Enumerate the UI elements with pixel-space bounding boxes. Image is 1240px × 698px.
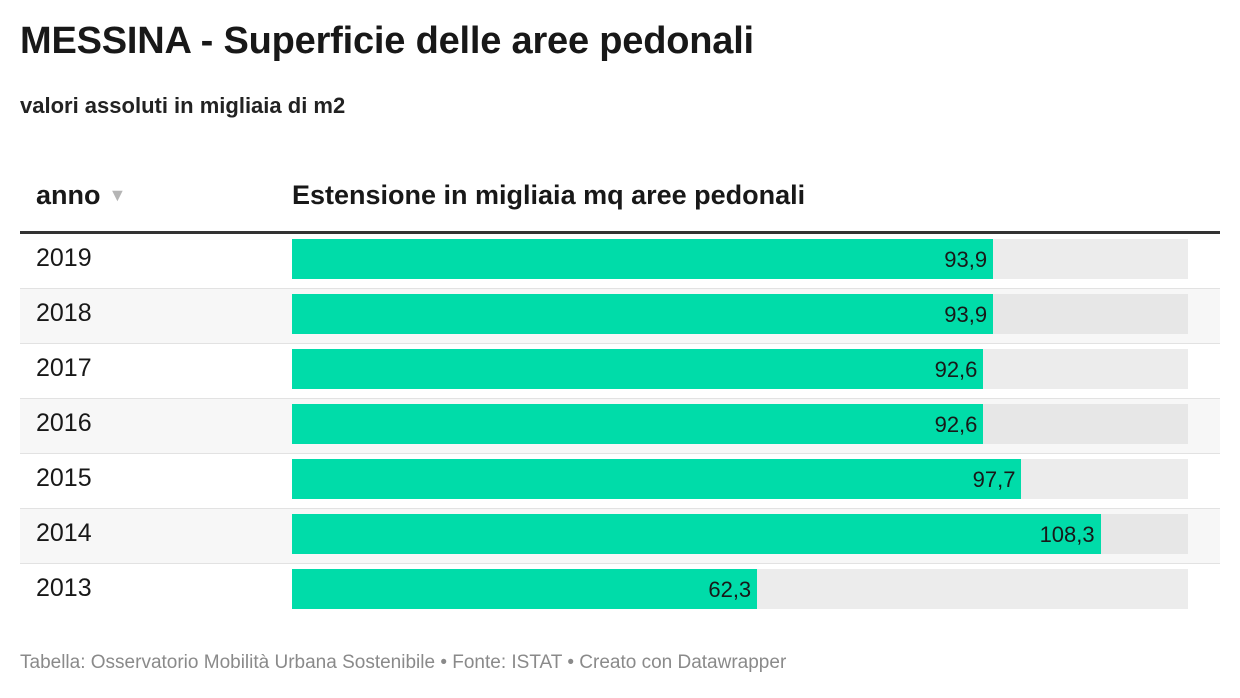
bar: 92,6	[292, 404, 984, 444]
bar-track: 92,6	[292, 349, 1188, 389]
year-cell: 2015	[36, 464, 92, 492]
bar-value-label: 93,9	[944, 302, 988, 327]
table-row: 2019 93,9	[20, 234, 1220, 289]
year-cell: 2018	[36, 299, 92, 327]
page-subtitle: valori assoluti in migliaia di m2	[20, 93, 346, 118]
column-header-value[interactable]: Estensione in migliaia mq aree pedonali	[292, 180, 806, 210]
bar-track: 108,3	[292, 514, 1188, 554]
page-title: MESSINA - Superficie delle aree pedonali	[20, 20, 754, 62]
year-cell: 2017	[36, 354, 92, 382]
table-body: 2019 93,9 2018 93,9 2017 92,6 2016 92,6 2015 97,7…	[20, 234, 1220, 618]
data-table: anno ▼ Estensione in migliaia mq aree ped…	[20, 170, 1220, 618]
table-header: anno ▼ Estensione in migliaia mq aree ped…	[20, 170, 1220, 234]
bar: 97,7	[292, 459, 1022, 499]
bar: 93,9	[292, 239, 994, 279]
table-row: 2013 62,3	[20, 564, 1220, 618]
bar: 93,9	[292, 294, 994, 334]
table-row: 2018 93,9	[20, 289, 1220, 344]
bar: 92,6	[292, 349, 984, 389]
bar: 108,3	[292, 514, 1101, 554]
year-cell: 2014	[36, 519, 92, 547]
table-row: 2014 108,3	[20, 509, 1220, 564]
footer-credits: Tabella: Osservatorio Mobilità Urbana So…	[20, 652, 787, 673]
year-cell: 2019	[36, 244, 92, 272]
bar-value-label: 93,9	[944, 247, 988, 272]
bar: 62,3	[292, 569, 758, 609]
bar-value-label: 92,6	[934, 357, 978, 382]
year-cell: 2013	[36, 574, 92, 602]
bar-value-label: 62,3	[708, 577, 752, 602]
sort-descending-icon[interactable]: ▼	[108, 185, 127, 205]
year-cell: 2016	[36, 409, 92, 437]
bar-track: 97,7	[292, 459, 1188, 499]
bar-track: 62,3	[292, 569, 1188, 609]
bar-value-label: 92,6	[934, 412, 978, 437]
column-header-year-label: anno	[36, 180, 101, 210]
bar-track: 92,6	[292, 404, 1188, 444]
table-row: 2016 92,6	[20, 399, 1220, 454]
bar-value-label: 97,7	[972, 467, 1016, 492]
bar-value-label: 108,3	[1039, 522, 1095, 547]
table-row: 2015 97,7	[20, 454, 1220, 509]
column-header-year[interactable]: anno ▼	[36, 180, 126, 211]
table-row: 2017 92,6	[20, 344, 1220, 399]
bar-track: 93,9	[292, 294, 1188, 334]
bar-track: 93,9	[292, 239, 1188, 279]
